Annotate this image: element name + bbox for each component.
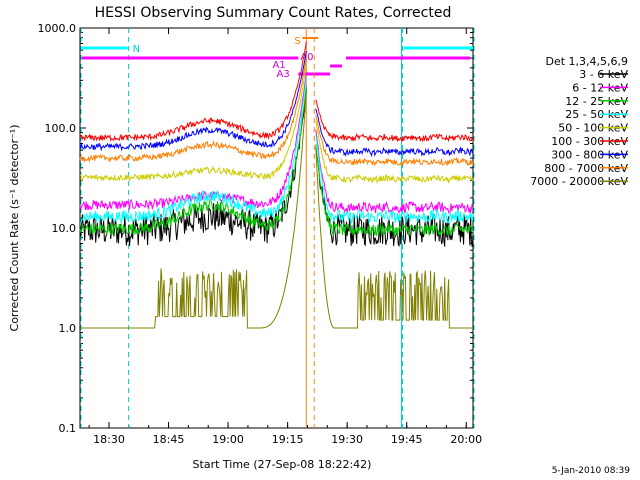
y-tick-label: 1.0 (59, 322, 77, 335)
x-tick-label: 20:00 (450, 433, 482, 446)
x-tick-label: 19:00 (212, 433, 244, 446)
night-label: N (133, 44, 140, 55)
flare-label: S (294, 36, 300, 47)
legend-entry: 800 - 7000 keV (544, 162, 628, 175)
series-line (79, 86, 474, 238)
legend-entry: 100 - 300 keV (551, 135, 628, 148)
series-line (80, 90, 473, 329)
y-tick-label: 100.0 (45, 122, 77, 135)
x-tick-label: 19:30 (331, 433, 363, 446)
legend-entry: 300 - 800 keV (551, 148, 628, 161)
series-line (79, 89, 474, 247)
series-line (79, 51, 474, 158)
y-tick-label: 10.0 (52, 222, 77, 235)
series-line (79, 63, 474, 185)
x-tick-label: 18:45 (153, 433, 185, 446)
series-line (79, 57, 474, 167)
chart-title: HESSI Observing Summary Count Rates, Cor… (95, 5, 452, 21)
y-tick-label: 1000.0 (38, 22, 77, 35)
x-tick-label: 19:15 (272, 433, 304, 446)
footer-timestamp: 5-Jan-2010 08:39 (552, 466, 631, 476)
series-line (79, 76, 474, 225)
y-tick-label: 0.1 (59, 422, 77, 435)
x-tick-label: 18:30 (93, 433, 125, 446)
series-layer (79, 41, 474, 329)
x-axis-ticks: 18:30 18:45 19:00 19:15 19:30 19:45 20:00 (88, 28, 482, 446)
y-axis-label: Corrected Count Rate (s⁻¹ detector⁻¹) (8, 125, 21, 332)
legend-entry: 25 - 50 keV (565, 108, 628, 121)
x-tick-label: 19:45 (391, 433, 423, 446)
legend-entry: 7000 - 20000 keV (530, 175, 628, 188)
legend-entry: 50 - 100 keV (558, 122, 628, 135)
x-axis-label: Start Time (27-Sep-08 18:22:42) (193, 458, 372, 471)
attenuator-label: A1 (273, 60, 286, 71)
legend-entry: 12 - 25 keV (565, 95, 628, 108)
attenuator-label: A3 (277, 69, 290, 80)
series-line (79, 41, 474, 143)
y-axis-ticks: 1000.0 100.0 10.0 1.0 0.1 (38, 22, 473, 435)
legend-title: Det 1,3,4,5,6,9 (545, 55, 628, 68)
attenuator-label: A0 (300, 52, 313, 63)
